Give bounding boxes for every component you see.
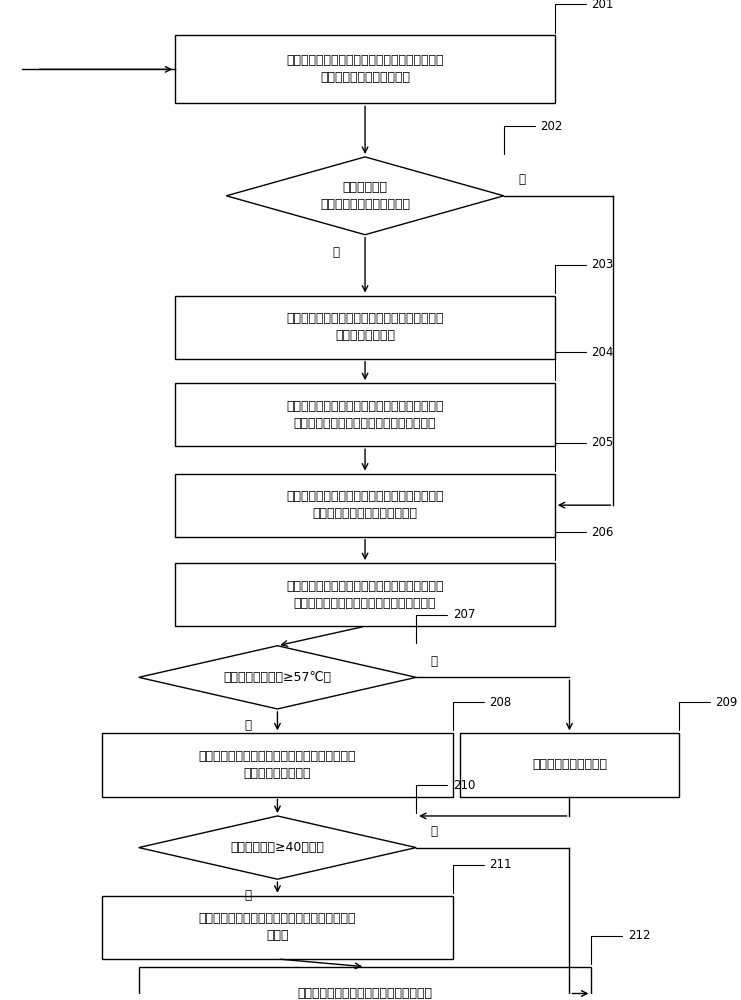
Text: 确定与高温除菌阶段制热运行对应的第一室内机
的膨胀阀的当前第一阀调整开度: 确定与高温除菌阶段制热运行对应的第一室内机 的膨胀阀的当前第一阀调整开度: [286, 490, 444, 520]
FancyBboxPatch shape: [175, 296, 555, 359]
FancyBboxPatch shape: [460, 733, 679, 797]
Text: 208: 208: [453, 696, 511, 730]
FancyBboxPatch shape: [175, 474, 555, 537]
Text: 确定与自清洁阶段对应第一室内机的膨胀阀的当
前第二阀调整开度: 确定与自清洁阶段对应第一室内机的膨胀阀的当 前第二阀调整开度: [286, 312, 444, 342]
Text: 212: 212: [591, 929, 651, 964]
Text: 获取对应的当前盘管温度，以及室外机的当前细
管温度，并得到当前过热度: 获取对应的当前盘管温度，以及室外机的当前细 管温度，并得到当前过热度: [286, 54, 444, 84]
Text: 209: 209: [679, 696, 738, 730]
Text: 210: 210: [416, 779, 475, 813]
FancyBboxPatch shape: [139, 967, 591, 1000]
Text: 201: 201: [555, 0, 614, 33]
Text: 203: 203: [555, 258, 614, 293]
Polygon shape: [139, 816, 416, 879]
Text: 206: 206: [555, 526, 614, 560]
Polygon shape: [139, 646, 416, 709]
Text: 否: 否: [333, 246, 339, 259]
Text: 否: 否: [431, 825, 438, 838]
Text: 202: 202: [504, 120, 562, 154]
Text: 将记录的持续时间清零: 将记录的持续时间清零: [532, 758, 607, 771]
Text: 211: 211: [453, 858, 512, 893]
Text: 205: 205: [555, 436, 614, 471]
Polygon shape: [226, 157, 504, 235]
Text: 204: 204: [555, 346, 614, 380]
Text: 根据当前第二阀调整开度，以及，第二室内机的
膨胀阀的制冷待机开度，控制空调第二运行: 根据当前第二阀调整开度，以及，第二室内机的 膨胀阀的制冷待机开度，控制空调第二运…: [286, 400, 444, 430]
FancyBboxPatch shape: [175, 35, 555, 103]
Text: 是: 是: [519, 173, 525, 186]
Text: 否: 否: [431, 655, 438, 668]
Text: 当前盘管温度是否≥57℃？: 当前盘管温度是否≥57℃？: [224, 671, 331, 684]
Text: 是: 是: [245, 889, 252, 902]
Text: 根据当前第一阀调整开度，以及，第二室内机的
膨胀阀的制热待机开度，控制空调第一运行: 根据当前第一阀调整开度，以及，第二室内机的 膨胀阀的制热待机开度，控制空调第一运…: [286, 580, 444, 610]
FancyBboxPatch shape: [175, 563, 555, 626]
Text: 将当前过热度更迭为前次过热度进行保存: 将当前过热度更迭为前次过热度进行保存: [298, 987, 433, 1000]
Text: 持续时间是否≥40分钟？: 持续时间是否≥40分钟？: [230, 841, 325, 854]
Text: 确定空调的第一室内机的高温除菌阶段的制热运
行完成: 确定空调的第一室内机的高温除菌阶段的制热运 行完成: [199, 912, 356, 942]
Text: 是: 是: [245, 719, 252, 732]
FancyBboxPatch shape: [102, 896, 453, 959]
FancyBboxPatch shape: [102, 733, 453, 797]
Text: 207: 207: [416, 608, 475, 643]
FancyBboxPatch shape: [175, 383, 555, 446]
Text: 将记录的持续时间加上采样间隔时间，得到更新
后的持续时间并保存: 将记录的持续时间加上采样间隔时间，得到更新 后的持续时间并保存: [199, 750, 356, 780]
Text: 第一室内机的
自清洁运行阶段是否完成？: 第一室内机的 自清洁运行阶段是否完成？: [320, 181, 410, 211]
